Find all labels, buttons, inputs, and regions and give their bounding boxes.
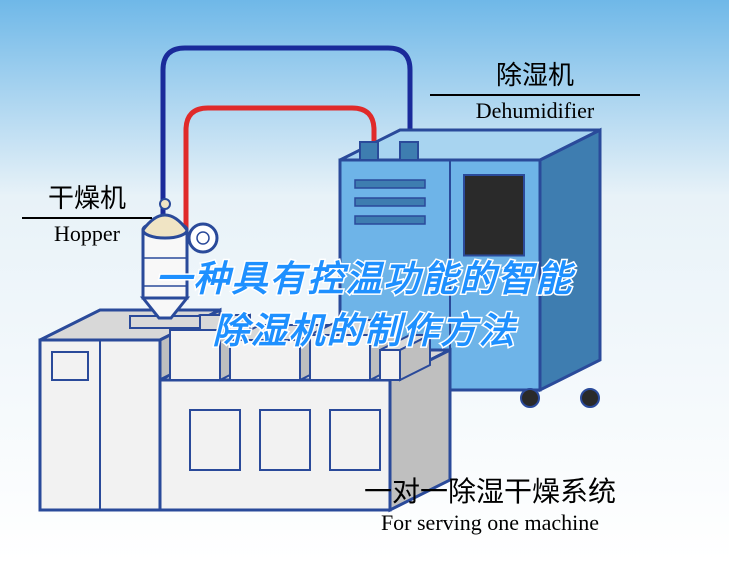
label-hopper-cn: 干燥机 xyxy=(22,178,152,215)
label-hopper: 干燥机 Hopper xyxy=(22,178,152,247)
label-hopper-underline xyxy=(22,217,152,219)
label-hopper-en: Hopper xyxy=(22,221,152,247)
label-dehum-en: Dehumidifier xyxy=(430,98,640,124)
label-dehumidifier: 除湿机 Dehumidifier xyxy=(430,55,640,124)
headline-overlay: 一种具有控温功能的智能 除湿机的制作方法 xyxy=(0,250,729,354)
label-system-en: For serving one machine xyxy=(280,510,700,536)
headline-line2: 除湿机的制作方法 xyxy=(0,302,729,354)
label-dehum-underline xyxy=(430,94,640,96)
label-dehum-cn: 除湿机 xyxy=(430,55,640,92)
label-system-cn: 一对一除湿干燥系统 xyxy=(280,470,700,510)
headline-line1: 一种具有控温功能的智能 xyxy=(0,250,729,302)
label-system: 一对一除湿干燥系统 For serving one machine xyxy=(280,470,700,536)
